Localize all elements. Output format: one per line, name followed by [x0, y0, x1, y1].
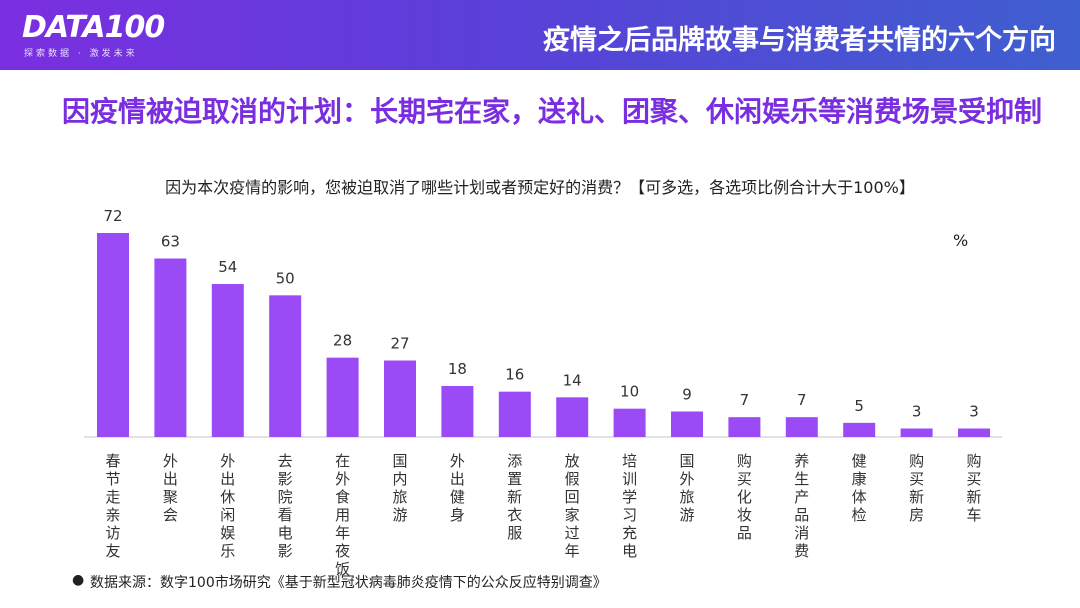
- category-label: 购买新车: [966, 452, 982, 524]
- category-label: 在外食用年夜饭: [335, 452, 351, 578]
- bar: [613, 408, 646, 437]
- bar-value-label: 72: [103, 207, 122, 225]
- category-label: 培训 学习充电: [622, 452, 638, 560]
- bar-value-label: 28: [333, 332, 352, 350]
- bar-value-label: 7: [797, 391, 807, 409]
- category-label: 国外旅游: [679, 452, 695, 524]
- bar: [154, 258, 187, 437]
- category-label: 放假回家过年: [564, 452, 580, 560]
- bar: [671, 411, 703, 437]
- category-label: 外出健身: [449, 452, 465, 524]
- bar-value-label: 27: [390, 335, 409, 353]
- header-title: 疫情之后品牌故事与消费者共情的六个方向: [543, 25, 1056, 56]
- category-label: 购买化妆品: [736, 452, 752, 542]
- bar: [441, 386, 474, 437]
- category-label: 购买新房: [909, 452, 925, 524]
- category-label: 外出休闲娱乐: [220, 452, 236, 560]
- bar: [843, 422, 876, 437]
- bar-value-label: 63: [161, 233, 180, 251]
- bar-value-label: 10: [620, 383, 639, 401]
- bar-value-label: 54: [218, 258, 237, 276]
- bar: [211, 284, 244, 437]
- data-source: 数据来源：数字100市场研究《基于新型冠状病毒肺炎疫情下的公众反应特别调查》: [90, 575, 607, 591]
- bar-value-label: 18: [448, 360, 467, 378]
- category-label: 春节走亲访友: [105, 452, 121, 560]
- category-label: 国内旅游: [392, 452, 408, 524]
- bar: [384, 360, 416, 437]
- bar-value-label: 3: [969, 403, 979, 421]
- bar: [269, 295, 302, 437]
- brand-logo: DATA100: [22, 10, 165, 45]
- bar-value-label: 3: [912, 403, 922, 421]
- category-label: 添置新衣服: [507, 452, 523, 542]
- header-bar: DATA100 探索数据 · 激发未来 疫情之后品牌故事与消费者共情的六个方向: [0, 0, 1080, 70]
- survey-question: 因为本次疫情的影响，您被迫取消了哪些计划或者预定好的消费？【可多选，各选项比例合…: [165, 178, 915, 197]
- bar-value-label: 16: [505, 366, 524, 384]
- category-label: 去影院看电影: [277, 452, 293, 560]
- bar: [97, 233, 129, 437]
- bar: [900, 428, 933, 437]
- bar: [958, 428, 990, 437]
- bullet-icon: ●: [72, 572, 85, 588]
- bar-value-label: 50: [276, 269, 295, 287]
- slide-title: 因疫情被迫取消的计划：长期宅在家，送礼、团聚、休闲娱乐等消费场景受抑制: [62, 95, 1043, 128]
- category-label: 养生产品消费: [794, 452, 810, 560]
- category-label: 健康体检: [851, 452, 867, 524]
- brand-tagline: 探索数据 · 激发未来: [24, 49, 138, 59]
- bar: [785, 417, 818, 437]
- unit-label: %: [953, 231, 969, 250]
- bar: [326, 357, 359, 437]
- bar: [498, 391, 531, 437]
- category-label: 外出聚会: [162, 452, 178, 524]
- bar-value-label: 9: [682, 386, 692, 404]
- bar-value-label: 5: [854, 397, 864, 415]
- bar-value-label: 7: [740, 391, 750, 409]
- bar: [556, 397, 589, 437]
- bar-value-label: 14: [563, 371, 582, 389]
- bar: [728, 417, 761, 437]
